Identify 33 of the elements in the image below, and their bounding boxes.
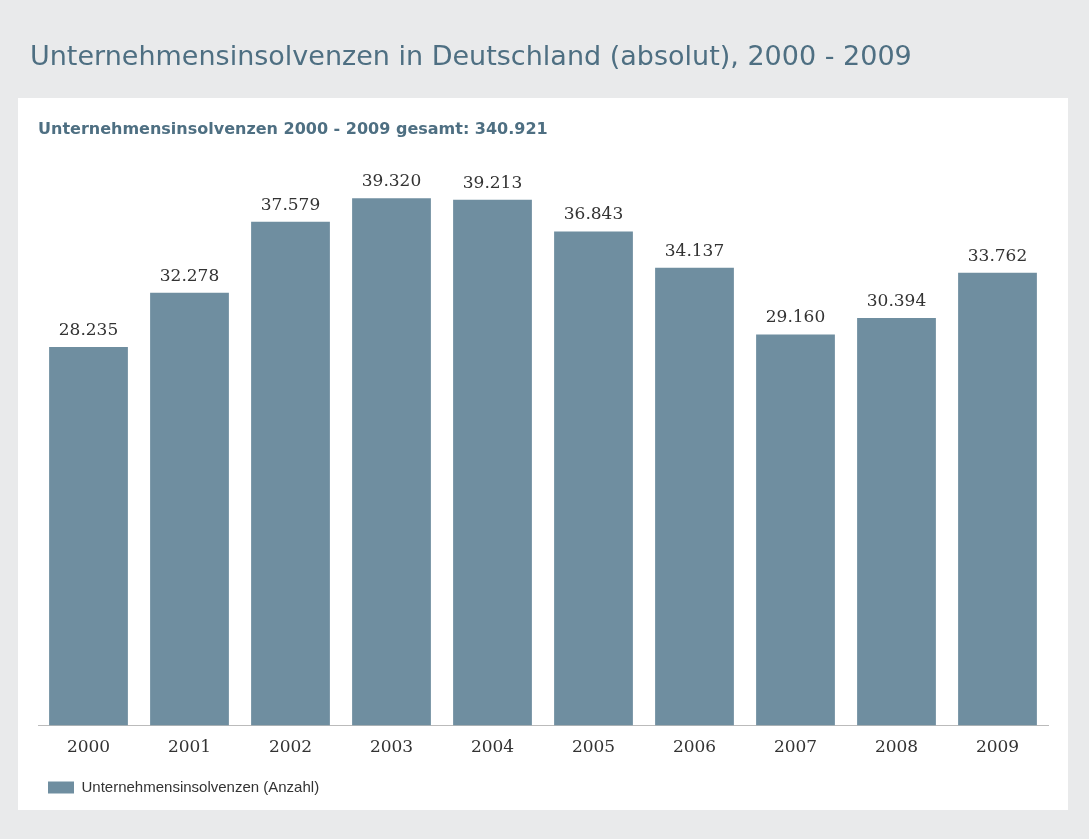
data-label: 37.579 (260, 193, 321, 214)
x-tick-label: 2000 (66, 736, 111, 757)
data-label: 36.843 (563, 203, 624, 224)
bar (655, 267, 734, 726)
bar (150, 292, 229, 726)
data-label: 34.137 (664, 239, 725, 260)
data-label: 39.213 (462, 171, 523, 192)
x-tick-label: 2002 (268, 736, 313, 757)
x-tick-label: 2007 (773, 736, 818, 757)
chart-title: Unternehmensinsolvenzen in Deutschland (absolut), 2000 - 2009 (30, 40, 912, 71)
x-tick-label: 2005 (571, 736, 616, 757)
x-tick-label: 2009 (975, 736, 1020, 757)
bar (958, 272, 1037, 726)
x-tick-label: 2008 (874, 736, 919, 757)
data-label: 28.235 (58, 318, 119, 339)
x-tick-label: 2006 (672, 736, 717, 757)
data-label: 39.320 (361, 170, 422, 191)
x-tick-label: 2003 (369, 736, 414, 757)
bar (251, 221, 330, 726)
bar (453, 199, 532, 726)
bar (554, 231, 633, 726)
data-label: 33.762 (967, 244, 1028, 265)
bar (352, 198, 431, 726)
legend-label: Unternehmensinsolvenzen (Anzahl) (81, 777, 320, 795)
bar (857, 318, 936, 726)
bar (49, 346, 128, 726)
data-label: 30.394 (866, 289, 927, 310)
data-label: 29.160 (765, 306, 826, 327)
bar (756, 334, 835, 726)
x-tick-label: 2001 (167, 736, 212, 757)
x-tick-label: 2004 (470, 736, 515, 757)
chart-subtitle: Unternehmensinsolvenzen 2000 - 2009 gesamt: 340.921 (38, 118, 548, 138)
data-label: 32.278 (159, 264, 220, 285)
